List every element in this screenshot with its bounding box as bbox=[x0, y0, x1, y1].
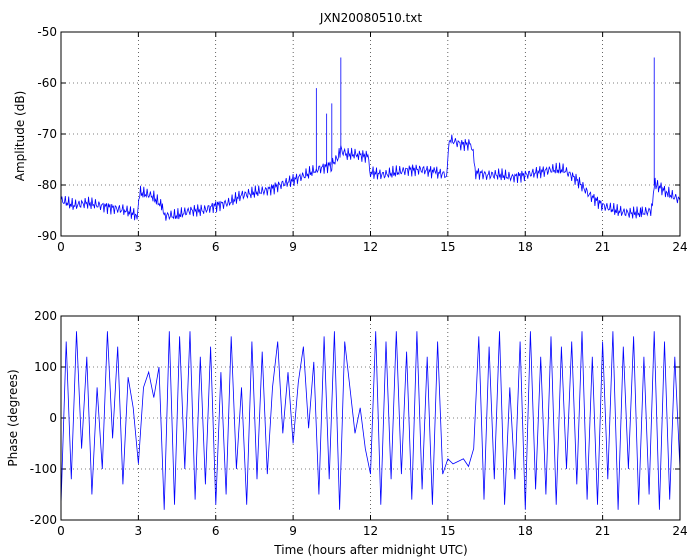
x-tick-label: 18 bbox=[518, 524, 533, 538]
y-tick-label: -90 bbox=[37, 229, 57, 243]
x-tick-label: 9 bbox=[289, 240, 297, 254]
x-tick-label: 6 bbox=[212, 240, 220, 254]
x-tick-label: 21 bbox=[595, 524, 610, 538]
y-tick-label: -70 bbox=[37, 127, 57, 141]
amplitude-grid bbox=[61, 32, 680, 236]
x-tick-label: 15 bbox=[440, 524, 455, 538]
y-tick-label: -100 bbox=[30, 462, 57, 476]
x-tick-label: 0 bbox=[57, 240, 65, 254]
y-tick-label: 0 bbox=[49, 411, 57, 425]
x-tick-label: 6 bbox=[212, 524, 220, 538]
x-tick-label: 21 bbox=[595, 240, 610, 254]
x-tick-label: 3 bbox=[135, 524, 143, 538]
phase-tick-labels: 0 3 6 9 12 15 18 21 24 -200 -100 0 100 200 bbox=[30, 309, 688, 538]
x-tick-label: 3 bbox=[135, 240, 143, 254]
phase-axes-frame bbox=[60, 315, 681, 521]
phase-plot: Phase (degrees) Time (hours after midnig… bbox=[6, 309, 688, 557]
x-tick-label: 24 bbox=[672, 240, 687, 254]
phase-y-axis-label: Phase (degrees) bbox=[6, 369, 20, 466]
amplitude-axes-frame bbox=[60, 31, 681, 237]
y-tick-label: -80 bbox=[37, 178, 57, 192]
y-tick-label: -60 bbox=[37, 76, 57, 90]
y-tick-label: 200 bbox=[34, 309, 57, 323]
x-tick-label: 18 bbox=[518, 240, 533, 254]
phase-series bbox=[60, 331, 681, 510]
series-line bbox=[60, 331, 681, 510]
x-tick-label: 24 bbox=[672, 524, 687, 538]
x-tick-label: 12 bbox=[363, 240, 378, 254]
amplitude-plot: JXN20080510.txt Amplitude (dB) 0 3 6 9 12 15 1… bbox=[13, 11, 688, 254]
y-tick-label: 100 bbox=[34, 360, 57, 374]
x-tick-label: 0 bbox=[57, 524, 65, 538]
phase-x-axis-label: Time (hours after midnight UTC) bbox=[273, 543, 467, 557]
series-line bbox=[60, 134, 681, 221]
chart-title: JXN20080510.txt bbox=[319, 11, 422, 25]
amplitude-series bbox=[60, 57, 681, 221]
amplitude-tick-labels: 0 3 6 9 12 15 18 21 24 -90 -80 -70 -60 -50 bbox=[37, 25, 687, 254]
y-tick-label: -50 bbox=[37, 25, 57, 39]
x-tick-label: 12 bbox=[363, 524, 378, 538]
x-tick-label: 9 bbox=[289, 524, 297, 538]
y-tick-label: -200 bbox=[30, 513, 57, 527]
x-tick-label: 15 bbox=[440, 240, 455, 254]
amplitude-y-axis-label: Amplitude (dB) bbox=[13, 91, 27, 182]
